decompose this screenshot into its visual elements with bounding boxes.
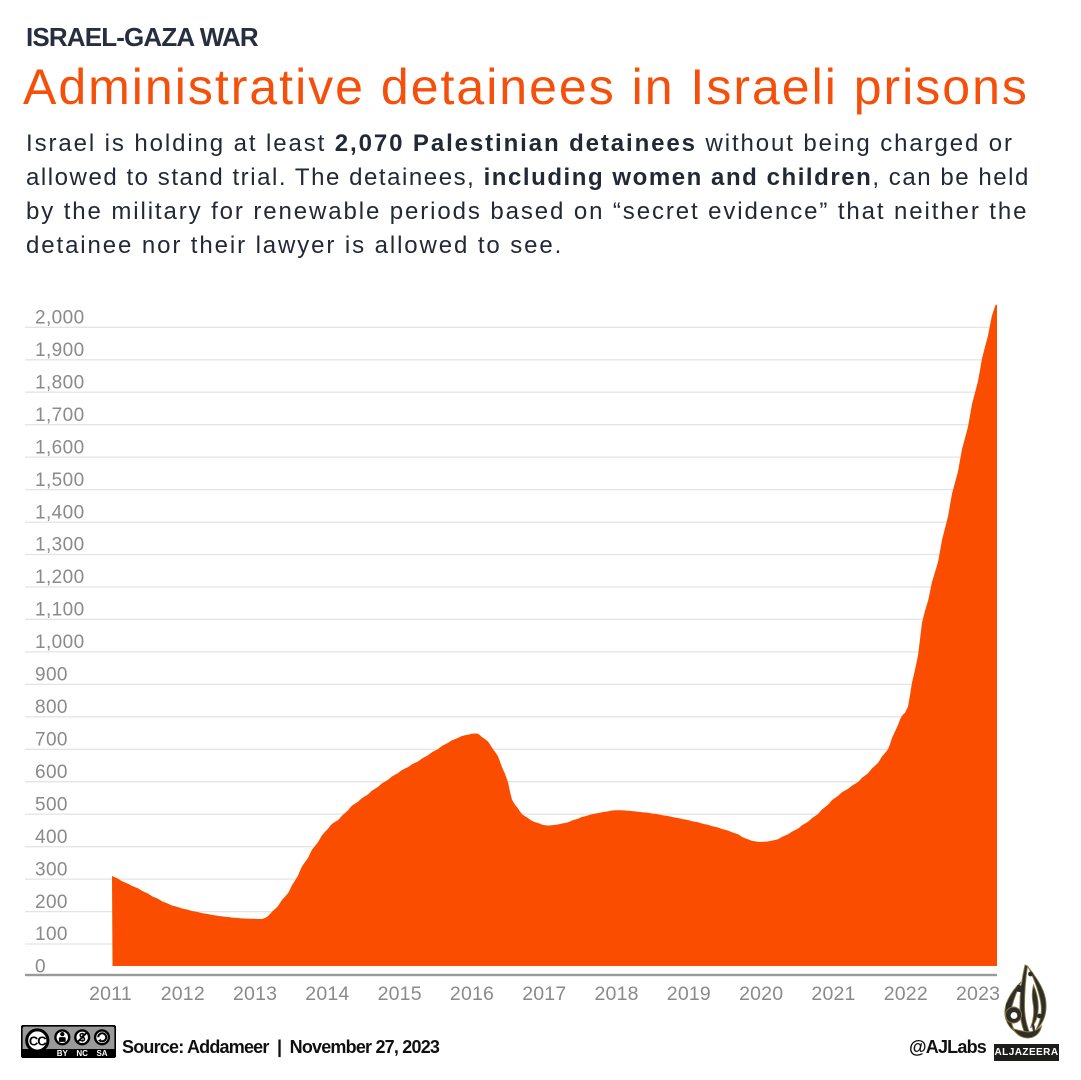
svg-text:1,800: 1,800 xyxy=(35,372,85,393)
svg-text:2015: 2015 xyxy=(378,983,422,1005)
svg-text:1,400: 1,400 xyxy=(35,502,85,523)
svg-text:2017: 2017 xyxy=(522,983,566,1005)
svg-text:2013: 2013 xyxy=(233,983,277,1005)
svg-text:900: 900 xyxy=(35,665,68,686)
svg-text:700: 700 xyxy=(35,730,68,751)
svg-text:$: $ xyxy=(79,1033,86,1045)
svg-text:2020: 2020 xyxy=(739,983,783,1005)
svg-text:2014: 2014 xyxy=(305,983,349,1005)
svg-text:2016: 2016 xyxy=(450,983,494,1005)
svg-text:1,700: 1,700 xyxy=(35,405,85,426)
svg-text:NC: NC xyxy=(76,1049,88,1058)
svg-text:1,100: 1,100 xyxy=(35,600,85,621)
svg-text:1,600: 1,600 xyxy=(35,437,85,458)
svg-text:BY: BY xyxy=(57,1049,69,1058)
svg-text:100: 100 xyxy=(35,924,68,945)
svg-text:600: 600 xyxy=(35,762,68,783)
svg-text:2018: 2018 xyxy=(595,983,639,1005)
svg-text:1,000: 1,000 xyxy=(35,632,85,653)
svg-text:CC: CC xyxy=(29,1033,47,1048)
svg-text:300: 300 xyxy=(35,859,68,880)
svg-text:1,500: 1,500 xyxy=(35,470,85,491)
svg-text:500: 500 xyxy=(35,794,68,815)
svg-text:1,200: 1,200 xyxy=(35,567,85,588)
svg-text:0: 0 xyxy=(35,957,46,978)
svg-text:800: 800 xyxy=(35,697,68,718)
svg-text:1,900: 1,900 xyxy=(35,340,85,361)
svg-text:2019: 2019 xyxy=(667,983,711,1005)
svg-text:2012: 2012 xyxy=(161,983,205,1005)
svg-text:2,000: 2,000 xyxy=(35,308,85,329)
svg-text:SA: SA xyxy=(96,1049,107,1058)
svg-text:200: 200 xyxy=(35,892,68,913)
svg-text:2023: 2023 xyxy=(956,983,1000,1005)
svg-text:2022: 2022 xyxy=(884,983,928,1005)
svg-text:400: 400 xyxy=(35,827,68,848)
svg-text:2021: 2021 xyxy=(811,983,855,1005)
svg-text:1,300: 1,300 xyxy=(35,535,85,556)
svg-text:2011: 2011 xyxy=(89,983,132,1005)
